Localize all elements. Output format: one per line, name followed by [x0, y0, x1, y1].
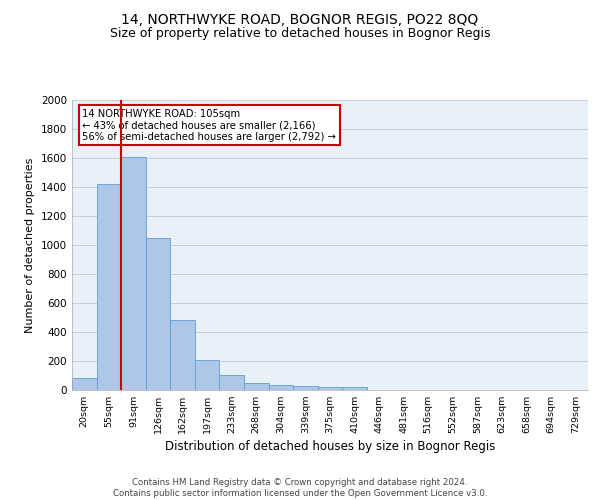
Text: 14 NORTHWYKE ROAD: 105sqm
← 43% of detached houses are smaller (2,166)
56% of se: 14 NORTHWYKE ROAD: 105sqm ← 43% of detac…: [82, 108, 336, 142]
Text: 14, NORTHWYKE ROAD, BOGNOR REGIS, PO22 8QQ: 14, NORTHWYKE ROAD, BOGNOR REGIS, PO22 8…: [121, 12, 479, 26]
Bar: [293, 386, 318, 390]
Bar: [121, 156, 146, 390]
Text: Distribution of detached houses by size in Bognor Regis: Distribution of detached houses by size …: [165, 440, 495, 453]
Bar: [220, 375, 244, 390]
Text: Size of property relative to detached houses in Bognor Regis: Size of property relative to detached ho…: [110, 28, 490, 40]
Text: Contains HM Land Registry data © Crown copyright and database right 2024.
Contai: Contains HM Land Registry data © Crown c…: [113, 478, 487, 498]
Y-axis label: Number of detached properties: Number of detached properties: [25, 158, 35, 332]
Bar: [318, 387, 342, 390]
Bar: [97, 184, 121, 390]
Bar: [195, 360, 220, 390]
Bar: [269, 385, 293, 390]
Bar: [146, 238, 170, 390]
Bar: [72, 378, 97, 390]
Bar: [244, 383, 269, 390]
Bar: [170, 320, 195, 390]
Bar: [342, 387, 367, 390]
